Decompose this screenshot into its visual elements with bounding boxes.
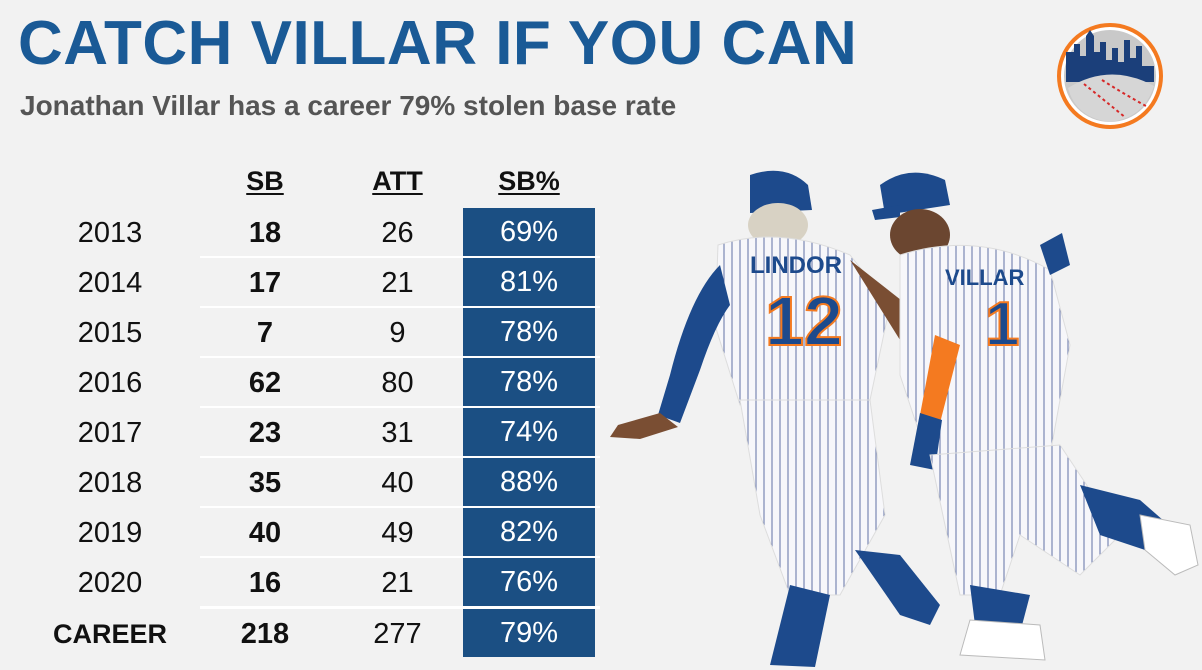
year-cell: 2015 [77,317,143,349]
table-row: 2014 17 21 81% [30,258,600,308]
att-cell: 80 [381,367,414,399]
player-villar: VILLAR 1 [872,172,1199,661]
column-header-sb-pct: SB% [498,166,560,196]
att-cell: 31 [381,417,414,449]
row-divider [200,356,600,358]
year-cell: 2018 [77,467,143,499]
sb-cell: 18 [248,217,282,249]
year-cell: 2013 [77,217,143,249]
sb-pct-cell: 88% [463,458,595,506]
row-divider [200,506,600,508]
year-cell: 2014 [77,267,143,299]
sb-pct-cell: 81% [463,258,595,306]
row-divider [200,406,600,408]
sb-cell: 40 [248,517,282,549]
sb-pct-cell: 74% [463,408,595,456]
att-cell: 277 [373,618,422,650]
column-header-sb: SB [246,166,284,196]
att-cell: 26 [381,217,414,249]
sb-pct-cell: 78% [463,358,595,406]
table-row: 2018 35 40 88% [30,458,600,508]
year-cell: 2019 [77,517,143,549]
jersey-name-lindor: LINDOR [750,252,842,279]
sb-cell: 16 [248,567,282,599]
jersey-name-villar: VILLAR [945,265,1025,290]
year-cell: 2017 [77,417,143,449]
sb-pct-cell: 69% [463,208,595,256]
sb-pct-cell: 76% [463,558,595,606]
att-cell: 9 [389,317,406,349]
table-row: 2013 18 26 69% [30,208,600,258]
table-row: 2016 62 80 78% [30,358,600,408]
sb-pct-cell: 79% [463,609,595,657]
career-label: CAREER [52,619,167,649]
sb-cell: 23 [248,417,282,449]
year-cell: 2016 [77,367,143,399]
att-cell: 21 [381,567,414,599]
sb-pct-cell: 82% [463,508,595,556]
sb-cell: 62 [248,367,282,399]
row-divider [200,256,600,258]
table-row: 2019 40 49 82% [30,508,600,558]
sb-cell: 7 [256,317,274,349]
att-cell: 21 [381,267,414,299]
table-row: 2020 16 21 76% [30,558,600,609]
row-divider [200,306,600,308]
jersey-number-lindor: 12 [765,282,843,360]
career-row: CAREER 218 277 79% [30,609,600,659]
player-lindor: LINDOR 12 [610,170,998,667]
chart-title: CATCH VILLAR IF YOU CAN [18,9,858,78]
sb-cell: 218 [240,618,290,650]
row-divider [200,556,600,558]
att-cell: 49 [381,517,414,549]
jersey-number-villar: 1 [985,290,1019,359]
chart-subtitle: Jonathan Villar has a career 79% stolen … [20,90,677,121]
sb-cell: 35 [248,467,282,499]
row-divider [200,456,600,458]
column-header-att: ATT [372,166,423,196]
sb-pct-cell: 78% [463,308,595,356]
row-divider [200,606,600,609]
year-cell: 2020 [77,567,143,599]
att-cell: 40 [381,467,414,499]
table-row: 2015 7 9 78% [30,308,600,358]
table-row: 2017 23 31 74% [30,408,600,458]
mets-logo-icon [1057,23,1163,129]
sb-cell: 17 [248,267,282,299]
players-celebrating-photo: LINDOR 12 VILLAR 1 [610,170,1199,667]
